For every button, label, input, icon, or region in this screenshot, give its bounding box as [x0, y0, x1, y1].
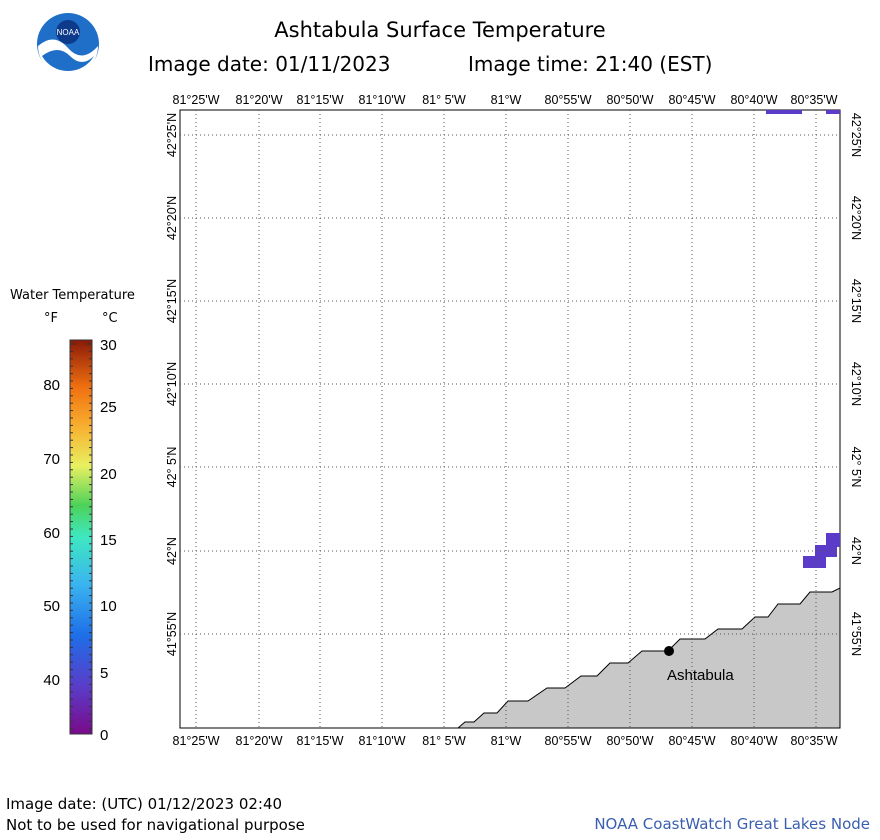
- legend-c-label: 20: [100, 466, 117, 483]
- lat-label-left: 42°15'N: [165, 279, 179, 323]
- lon-label-bottom: 81°20'W: [236, 734, 283, 748]
- lon-label-top: 80°50'W: [607, 93, 654, 107]
- lat-label-left: 41°55'N: [165, 612, 179, 656]
- lon-label-bottom: 80°50'W: [607, 734, 654, 748]
- lat-label-right: 42°N: [849, 537, 863, 565]
- legend-unit-f: °F: [44, 311, 58, 326]
- legend-title: Water Temperature: [10, 288, 135, 303]
- lon-label-bottom: 81°10'W: [359, 734, 406, 748]
- lon-label-bottom: 81°15'W: [297, 734, 344, 748]
- lat-label-right: 42°20'N: [849, 196, 863, 240]
- lon-label-bottom: 80°40'W: [731, 734, 778, 748]
- legend-f-label: 70: [43, 451, 60, 468]
- cold-water: [766, 110, 840, 568]
- city-label: Ashtabula: [667, 667, 734, 684]
- water-cell: [826, 110, 840, 114]
- lat-label-left: 42°N: [165, 537, 179, 565]
- lon-label-top: 80°45'W: [669, 93, 716, 107]
- legend-f-label: 50: [43, 598, 60, 615]
- city-marker: [664, 646, 674, 656]
- lon-label-bottom: 80°55'W: [545, 734, 592, 748]
- lon-label-top: 80°35'W: [791, 93, 838, 107]
- lon-label-bottom: 81° 5'W: [422, 734, 466, 748]
- lat-label-right: 42°10'N: [849, 362, 863, 406]
- disclaimer: Not to be used for navigational purpose: [6, 816, 305, 834]
- lon-label-top: 80°55'W: [545, 93, 592, 107]
- lon-label-bottom: 81°W: [491, 734, 522, 748]
- lat-label-right: 42°25'N: [849, 113, 863, 157]
- credit: NOAA CoastWatch Great Lakes Node: [594, 815, 870, 833]
- water-cell: [803, 556, 826, 568]
- legend-c-label: 10: [100, 598, 117, 615]
- lon-label-bottom: 81°25'W: [173, 734, 220, 748]
- lon-label-bottom: 80°35'W: [791, 734, 838, 748]
- map-frame: [179, 109, 841, 729]
- legend-f-label: 40: [43, 672, 60, 689]
- land: [456, 587, 841, 729]
- logo-text: NOAA: [57, 28, 80, 37]
- image-date: Image date: 01/11/2023: [148, 52, 391, 76]
- lat-label-right: 42°15'N: [849, 279, 863, 323]
- legend-c-label: 5: [100, 665, 108, 682]
- legend-f-label: 80: [43, 377, 60, 394]
- lat-label-left: 42°25'N: [165, 113, 179, 157]
- noaa-logo: NOAA: [36, 12, 100, 76]
- lat-label-left: 42° 5'N: [165, 447, 179, 488]
- lon-label-top: 81° 5'W: [422, 93, 466, 107]
- lon-label-top: 81°20'W: [236, 93, 283, 107]
- water-cell: [826, 533, 840, 547]
- lon-label-bottom: 80°45'W: [669, 734, 716, 748]
- grid: [180, 110, 840, 728]
- lon-label-top: 81°25'W: [173, 93, 220, 107]
- lat-label-left: 42°20'N: [165, 196, 179, 240]
- legend-f-label: 60: [43, 525, 60, 542]
- lat-label-right: 41°55'N: [849, 612, 863, 656]
- legend-c-label: 0: [100, 727, 108, 744]
- lon-label-top: 80°40'W: [731, 93, 778, 107]
- legend-c-label: 25: [100, 399, 117, 416]
- utc-date: Image date: (UTC) 01/12/2023 02:40: [6, 795, 283, 813]
- legend-c-label: 30: [100, 337, 117, 354]
- legend-unit-c: °C: [102, 311, 118, 326]
- lon-label-top: 81°W: [491, 93, 522, 107]
- water-cell: [766, 110, 802, 114]
- lat-label-right: 42° 5'N: [849, 447, 863, 488]
- water-cell: [815, 545, 837, 557]
- lon-label-top: 81°10'W: [359, 93, 406, 107]
- legend-c-label: 15: [100, 532, 117, 549]
- image-time: Image time: 21:40 (EST): [468, 52, 713, 76]
- page-title: Ashtabula Surface Temperature: [274, 18, 606, 42]
- lon-label-top: 81°15'W: [297, 93, 344, 107]
- lat-label-left: 42°10'N: [165, 362, 179, 406]
